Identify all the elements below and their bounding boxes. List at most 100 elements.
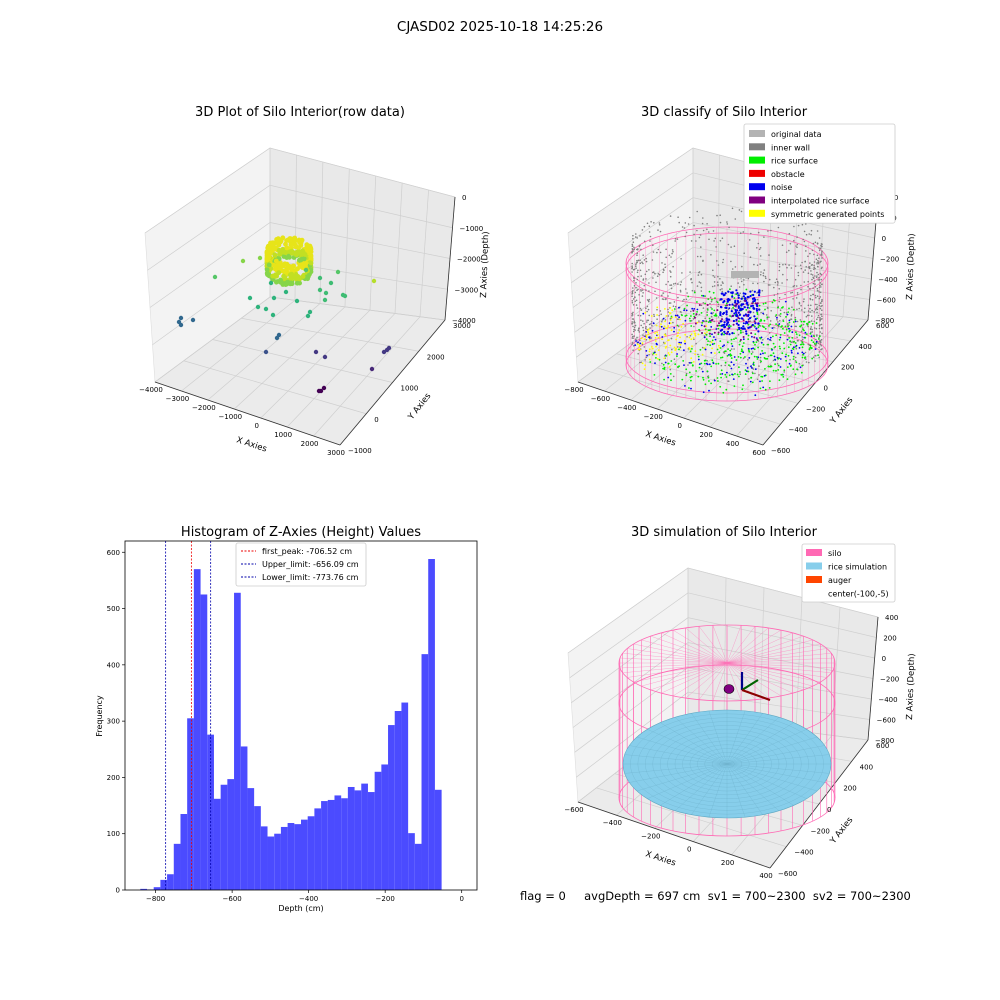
inner-wall-point bbox=[698, 320, 700, 322]
inner-wall-point bbox=[716, 214, 718, 217]
rice-surface-point bbox=[784, 325, 787, 328]
rice-surface-point bbox=[729, 353, 732, 356]
inner-wall-point bbox=[700, 304, 703, 307]
interpolated-point bbox=[744, 299, 746, 302]
inner-wall-point bbox=[769, 320, 772, 322]
rice-surface-point bbox=[748, 357, 751, 359]
inner-wall-point bbox=[778, 297, 781, 299]
inner-wall-point bbox=[669, 270, 671, 272]
interpolated-point bbox=[726, 332, 728, 335]
rice-surface-point bbox=[785, 353, 787, 356]
inner-wall-point bbox=[788, 324, 790, 327]
rice-surface-point bbox=[815, 322, 818, 324]
inner-wall-point bbox=[631, 293, 633, 295]
inner-wall-point bbox=[713, 320, 715, 323]
rice-surface-point bbox=[677, 332, 679, 334]
panel4-title: 3D simulation of Silo Interior bbox=[631, 525, 818, 540]
inner-wall-point bbox=[677, 325, 680, 328]
panel2-x-axis bbox=[577, 381, 764, 446]
noise-point bbox=[748, 317, 752, 320]
rice-surface-point bbox=[739, 371, 741, 373]
noise-point bbox=[720, 292, 723, 295]
rice-surface-point bbox=[678, 329, 681, 331]
inner-wall-point bbox=[631, 333, 633, 336]
rice-surface-point bbox=[788, 321, 791, 324]
rice-surface-point bbox=[801, 351, 804, 354]
z-tick-label: −200 bbox=[880, 256, 899, 264]
inner-wall-point bbox=[635, 267, 637, 270]
data-point bbox=[278, 279, 284, 285]
mesh-spoke bbox=[636, 736, 728, 765]
inner-wall-point bbox=[807, 325, 809, 328]
histogram-bar bbox=[193, 569, 201, 890]
inner-wall-point bbox=[813, 264, 815, 267]
data-point bbox=[317, 275, 323, 281]
interpolated-point bbox=[747, 320, 750, 323]
rice-surface-point bbox=[717, 333, 720, 336]
inner-wall-point bbox=[809, 287, 811, 290]
inner-wall-point bbox=[798, 362, 801, 365]
inner-wall-point bbox=[727, 380, 729, 382]
inner-wall-point bbox=[750, 232, 752, 235]
rice-surface-point bbox=[742, 342, 745, 344]
inner-wall-point bbox=[812, 356, 815, 359]
inner-wall-point bbox=[768, 332, 771, 334]
inner-wall-point bbox=[728, 226, 730, 229]
rice-surface-point bbox=[655, 353, 658, 356]
inner-wall-point bbox=[812, 282, 815, 285]
mesh-spoke bbox=[691, 763, 728, 815]
rice-surface-point bbox=[752, 361, 755, 364]
legend-label: interpolated rice surface bbox=[771, 197, 869, 206]
noise-point bbox=[752, 307, 755, 310]
inner-wall-point bbox=[693, 224, 695, 227]
inner-wall-point bbox=[631, 337, 634, 339]
interpolated-point bbox=[726, 304, 728, 307]
inner-wall-point bbox=[773, 326, 775, 329]
inner-wall-point bbox=[817, 279, 819, 281]
rice-surface-point bbox=[726, 371, 728, 374]
inner-wall-point bbox=[721, 315, 723, 318]
inner-wall-point bbox=[807, 310, 810, 312]
noise-point bbox=[736, 299, 740, 303]
inner-wall-point bbox=[795, 245, 797, 247]
inner-wall-point bbox=[799, 264, 802, 267]
histogram-bar bbox=[314, 808, 322, 890]
rice-surface-point bbox=[745, 370, 748, 372]
rice-surface-point bbox=[684, 385, 686, 387]
inner-wall-point bbox=[636, 289, 638, 292]
inner-wall-point bbox=[756, 298, 759, 301]
mesh-spoke bbox=[726, 763, 763, 815]
rice-surface-point bbox=[707, 340, 709, 342]
z-tick-label: −600 bbox=[877, 297, 896, 305]
inner-wall-point bbox=[686, 292, 688, 294]
rice-surface-point bbox=[802, 320, 805, 323]
rice-surface-point bbox=[685, 368, 688, 371]
inner-wall-point bbox=[719, 240, 722, 242]
rice-surface-point bbox=[754, 368, 757, 371]
rice-surface-point bbox=[642, 312, 645, 315]
inner-wall-point bbox=[759, 247, 762, 249]
legend-label: Lower_limit: -773.76 cm bbox=[262, 573, 359, 582]
inner-wall-point bbox=[795, 325, 797, 328]
inner-wall-point bbox=[813, 266, 815, 269]
inner-wall-point bbox=[689, 334, 692, 337]
inner-wall-point bbox=[796, 236, 798, 238]
inner-wall-point bbox=[665, 297, 667, 300]
inner-wall-point bbox=[721, 290, 724, 293]
rice-surface-point bbox=[650, 315, 653, 317]
inner-wall-point bbox=[638, 327, 640, 330]
inner-wall-point bbox=[659, 230, 662, 233]
noise-point bbox=[757, 330, 760, 333]
rice-surface-point bbox=[817, 354, 819, 357]
inner-wall-point bbox=[756, 264, 759, 267]
silo-roof-line bbox=[726, 639, 813, 664]
rice-surface-point bbox=[706, 309, 709, 311]
inner-wall-point bbox=[814, 354, 816, 357]
mesh-spoke bbox=[726, 722, 794, 765]
data-point bbox=[308, 254, 314, 260]
noise-point bbox=[719, 305, 723, 309]
rice-surface-point bbox=[717, 327, 720, 330]
rice-surface-point bbox=[719, 373, 722, 375]
rice-surface-point bbox=[730, 342, 733, 345]
y-tick-label: −400 bbox=[789, 426, 808, 434]
